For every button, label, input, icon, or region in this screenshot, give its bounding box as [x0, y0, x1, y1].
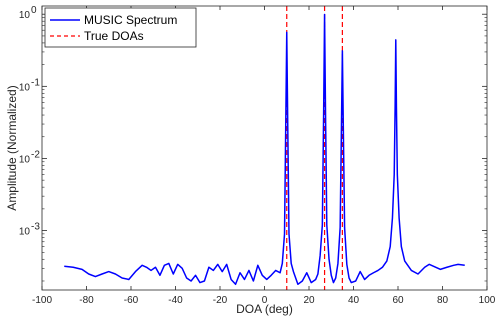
- y-tick-label-2: 10: [19, 82, 31, 93]
- y-tick-exponent-2: -1: [31, 77, 40, 88]
- x-tick-label-10: 100: [479, 295, 496, 306]
- x-tick-label-4: -20: [213, 295, 228, 306]
- plot-background: [42, 6, 487, 290]
- x-tick-label-1: -80: [79, 295, 94, 306]
- legend: MUSIC Spectrum True DOAs: [44, 7, 197, 48]
- x-tick-label-3: -40: [168, 295, 183, 306]
- y-tick-label-1: 10: [19, 154, 31, 165]
- y-tick-exponent-1: -2: [31, 149, 40, 160]
- y-tick-exponent-0: -3: [31, 222, 40, 233]
- x-tick-label-7: 40: [348, 295, 360, 306]
- legend-label-music-spectrum: MUSIC Spectrum: [84, 13, 177, 27]
- x-tick-label-8: 60: [392, 295, 404, 306]
- x-tick-label-2: -60: [124, 295, 139, 306]
- y-axis-label: Amplitude (Normalized): [5, 85, 19, 210]
- legend-label-true-doas: True DOAs: [84, 29, 144, 43]
- legend-box: [44, 7, 197, 48]
- y-tick-label-0: 10: [19, 227, 31, 238]
- x-tick-label-9: 80: [437, 295, 449, 306]
- x-tick-label-6: 20: [303, 295, 315, 306]
- music-spectrum-line: [64, 13, 465, 286]
- x-tick-label-0: -100: [32, 295, 52, 306]
- plot-area: [41, 5, 488, 291]
- x-tick-label-5: 0: [262, 295, 268, 306]
- y-tick-label-3: 10: [19, 10, 31, 21]
- x-axis-label: DOA (deg): [236, 302, 293, 316]
- y-tick-exponent-3: 0: [31, 5, 37, 16]
